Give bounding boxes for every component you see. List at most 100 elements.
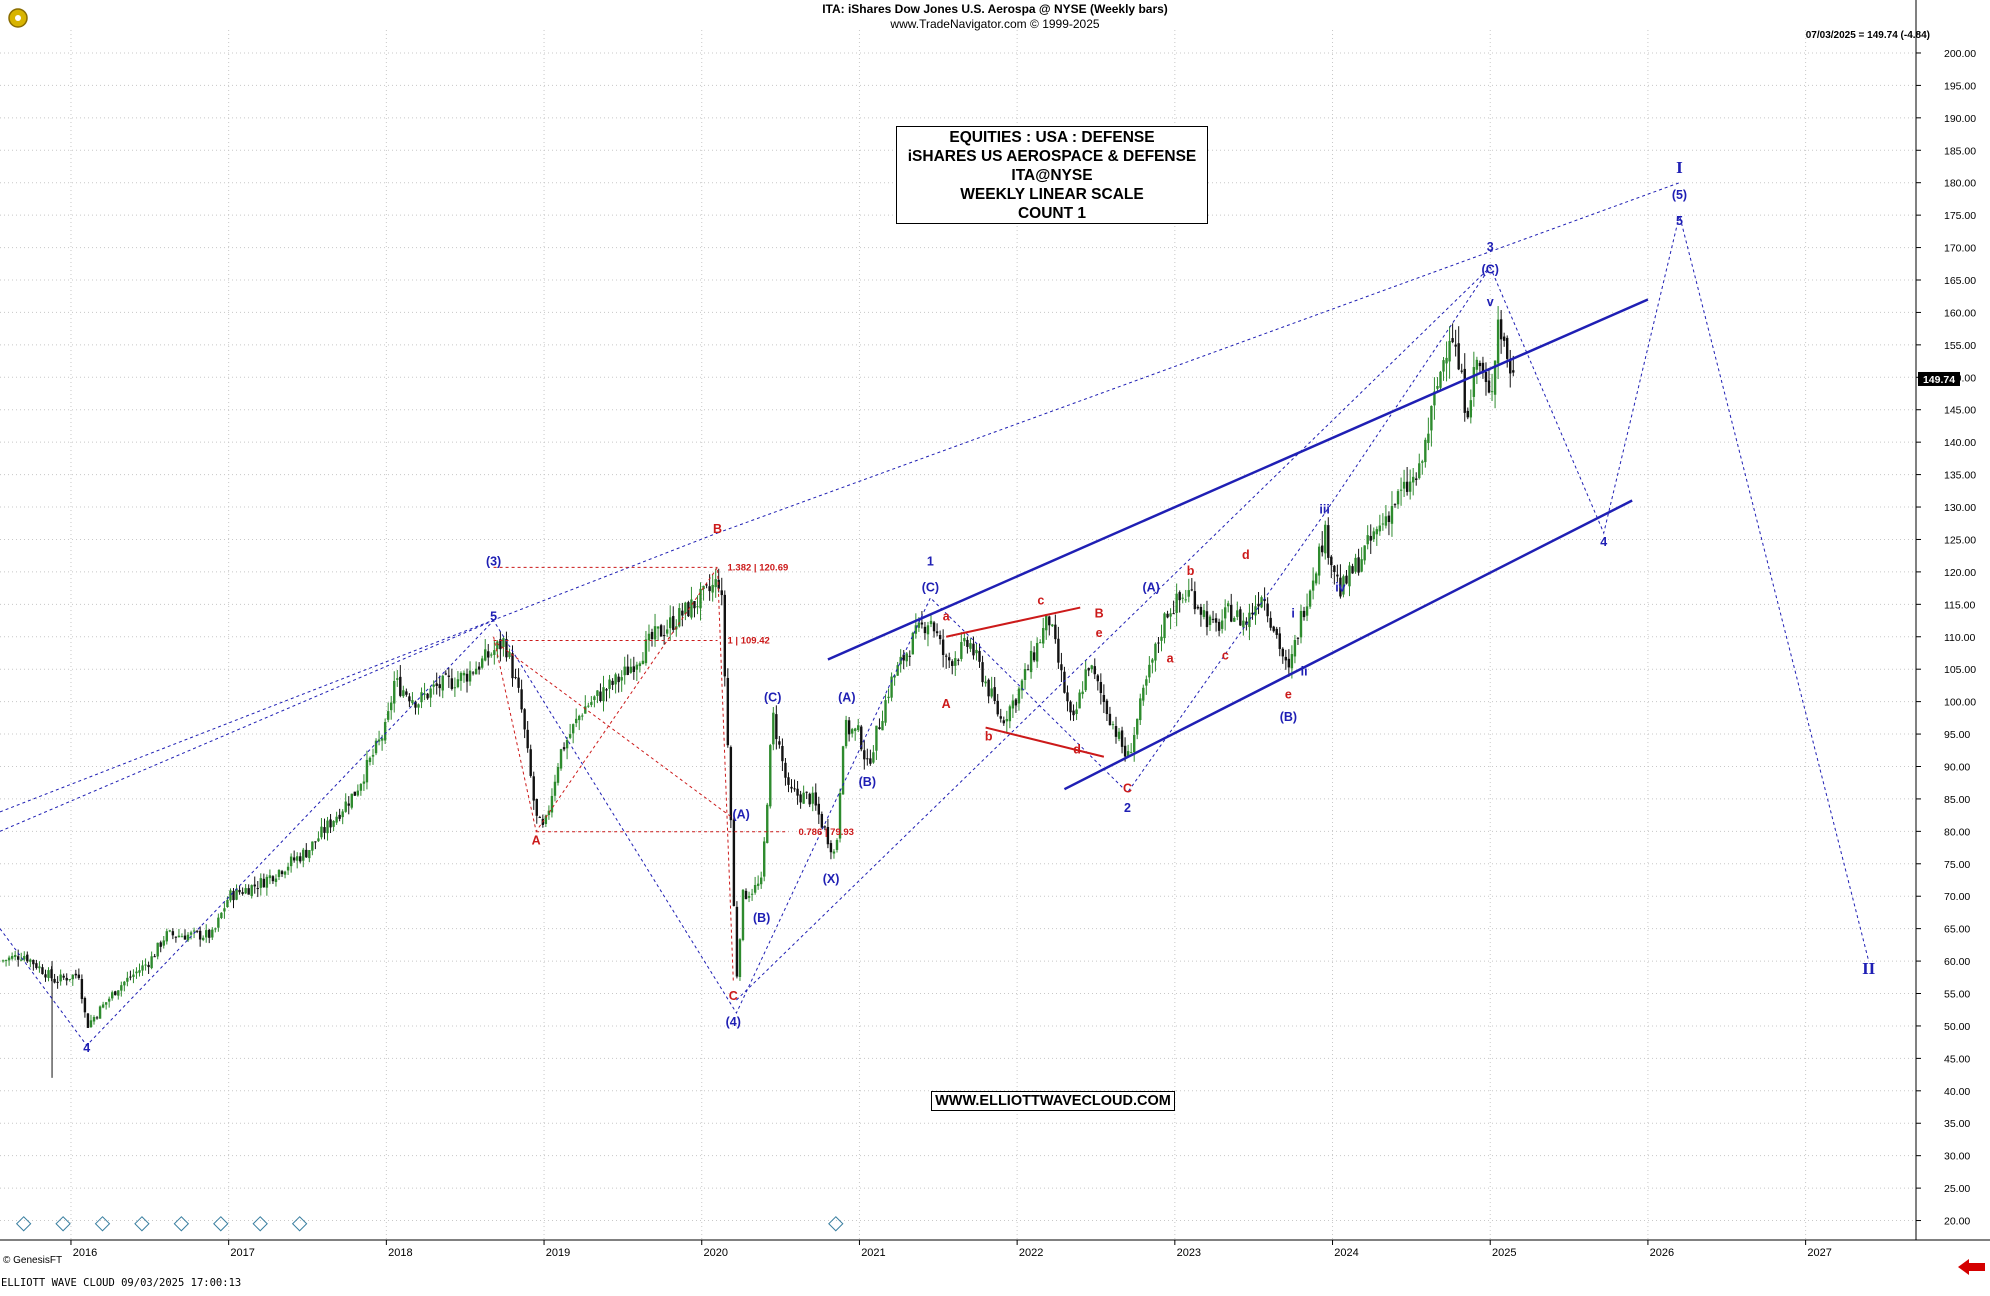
wave-label: C [1123,781,1132,795]
candle-body [223,908,226,912]
candle-body [1099,681,1103,694]
candle-body [847,720,851,735]
channel-line [1063,499,1633,791]
candle-body [171,931,175,936]
candle-body [860,726,863,750]
candle-body [1066,692,1069,702]
candle-body [1502,336,1506,341]
y-tick-label: 125.00 [1944,534,1976,546]
candle-body [656,626,660,629]
channel-line [827,298,1649,661]
candle-body [380,738,384,741]
candle-body [414,701,417,708]
fib-level-label: 1 | 109.42 [728,636,770,647]
candle-body [1045,614,1048,631]
candle-body [1154,643,1157,661]
candle-body [198,930,202,940]
candle-body [635,664,639,670]
wave-label: (C) [764,691,781,705]
y-tick-label: 140.00 [1944,437,1976,449]
wave-label: 5 [490,610,497,624]
scroll-right-arrow-icon[interactable] [1958,1257,1986,1277]
candle-body [662,635,666,637]
candle-body [711,584,714,593]
candle-body [1120,730,1124,747]
candle-body [769,745,772,807]
candle-body [632,666,636,673]
candle-body [192,930,196,932]
candle-body [568,734,572,738]
candle-body [1251,612,1254,615]
candle-body [1160,636,1163,641]
footer-timestamp: ELLIOTT WAVE CLOUD 09/03/2025 17:00:13 [1,1277,242,1289]
candle-body [1230,604,1233,622]
candle-body [56,981,59,983]
wave-label: 1 [927,554,934,568]
candle-body [681,610,684,616]
candle-body [890,676,893,698]
candle-body [793,788,796,790]
candle-body [505,638,508,658]
candle-body [350,793,353,808]
candle-body [690,599,693,618]
candle-body [887,696,890,699]
candle-body [1272,626,1275,632]
candle-body [1460,370,1463,372]
candle-body [356,790,360,796]
wave-label: e [1285,687,1292,701]
candle-body [265,876,269,888]
y-tick-label: 135.00 [1944,470,1976,482]
candle-body [1026,669,1030,671]
candle-body [954,658,957,666]
candle-body [405,691,408,695]
last-quote: 07/03/2025 = 149.74 (-4.84) [1805,30,1930,41]
candle-body [1299,610,1303,638]
candle-body [1490,391,1494,393]
candle-body [1302,610,1306,618]
candle-body [471,672,475,674]
candle-body [829,843,833,853]
candle-body [365,759,369,783]
candle-body [1451,338,1454,343]
candle-body [1014,699,1018,706]
candle-body [1481,362,1485,373]
candle-body [844,719,848,747]
candle-body [1,960,5,962]
wave-label: b [985,730,993,744]
candle-body [1223,607,1227,619]
candle-body [593,696,596,700]
trend-line-dashed [0,620,494,832]
candle-body [993,687,996,701]
wave-label: 4 [1600,535,1607,549]
candle-body [623,666,626,676]
candle-body [611,680,614,685]
candle-body [135,971,138,974]
candle-body [432,684,435,687]
candle-body [335,816,338,823]
website-label: WWW.ELLIOTTWAVECLOUD.COM [931,1091,1175,1111]
candle-body [650,631,654,639]
candle-body [1196,606,1200,609]
candle-body [189,932,193,935]
candle-body [708,586,711,592]
candle-body [208,929,211,938]
info-line-scale: WEEKLY LINEAR SCALE [960,186,1144,203]
candle-body [869,758,872,764]
candle-body [741,889,745,940]
candle-body [1233,618,1236,622]
candle-body [1512,370,1515,373]
candle-body [1336,574,1339,577]
candle-body [644,639,648,664]
candle-body [426,693,429,699]
candle-body [565,739,569,749]
candle-body [241,892,244,894]
x-tick-label: 2023 [1177,1247,1201,1259]
candle-body [1087,668,1090,671]
candle-body [117,990,120,996]
last-price-marker [1918,371,1960,386]
x-tick-label: 2017 [230,1247,254,1259]
candle-body [1418,463,1421,479]
candle-body [305,849,308,858]
x-tick-label: 2018 [388,1247,412,1259]
